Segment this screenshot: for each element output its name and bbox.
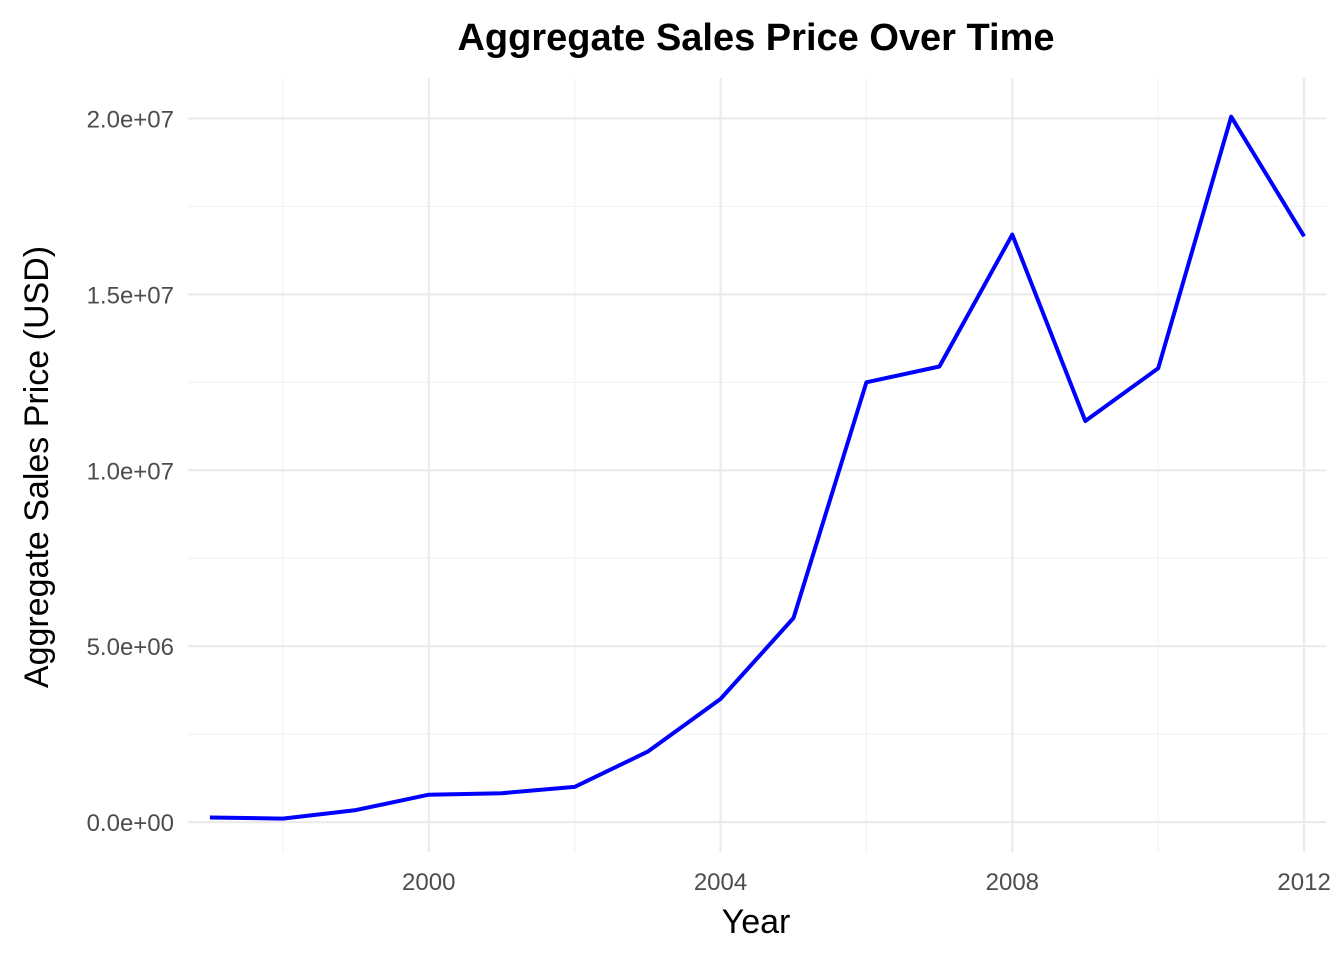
y-tick-label: 1.0e+07 [87, 458, 174, 485]
chart-title: Aggregate Sales Price Over Time [457, 17, 1054, 59]
y-axis-ticks: 0.0e+00 5.0e+06 1.0e+07 1.5e+07 2.0e+07 [87, 106, 174, 837]
x-axis-title: Year [722, 903, 791, 941]
x-tick-label: 2004 [694, 869, 747, 896]
series-line [209, 114, 1306, 821]
y-tick-label: 5.0e+06 [87, 634, 174, 661]
x-tick-label: 2008 [986, 869, 1039, 896]
x-axis-ticks: 2000 2004 2008 2012 [402, 869, 1331, 896]
x-tick-label: 2012 [1277, 869, 1330, 896]
y-axis-title: Aggregate Sales Price (USD) [18, 246, 56, 688]
y-tick-label: 1.5e+07 [87, 282, 174, 309]
y-tick-label: 2.0e+07 [87, 106, 174, 133]
grid [188, 78, 1326, 852]
y-tick-label: 0.0e+00 [87, 810, 174, 837]
series-lines [209, 114, 1306, 821]
x-tick-label: 2000 [402, 869, 455, 896]
